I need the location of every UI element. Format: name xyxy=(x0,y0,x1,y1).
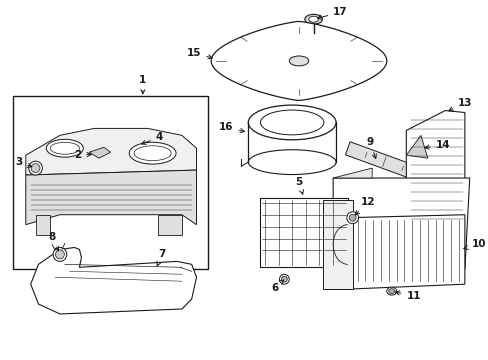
Text: 16: 16 xyxy=(219,122,244,132)
Polygon shape xyxy=(157,215,182,235)
Ellipse shape xyxy=(304,14,322,24)
Ellipse shape xyxy=(53,247,67,261)
Polygon shape xyxy=(36,215,50,235)
Text: 8: 8 xyxy=(48,231,59,251)
Polygon shape xyxy=(89,147,110,158)
Text: 15: 15 xyxy=(186,48,212,59)
Text: 5: 5 xyxy=(295,177,303,194)
Text: 10: 10 xyxy=(463,239,485,249)
Text: 17: 17 xyxy=(317,7,347,19)
Ellipse shape xyxy=(31,164,40,172)
Ellipse shape xyxy=(388,289,394,294)
Polygon shape xyxy=(406,111,464,225)
Polygon shape xyxy=(332,178,469,269)
Polygon shape xyxy=(332,168,371,178)
Ellipse shape xyxy=(248,105,335,140)
Ellipse shape xyxy=(288,56,308,66)
Text: 12: 12 xyxy=(355,197,374,215)
Ellipse shape xyxy=(129,142,176,164)
Ellipse shape xyxy=(134,146,171,161)
Polygon shape xyxy=(406,135,427,158)
Bar xyxy=(13,96,208,269)
Polygon shape xyxy=(323,200,352,289)
Polygon shape xyxy=(26,170,196,225)
Polygon shape xyxy=(211,21,386,100)
Polygon shape xyxy=(347,215,464,289)
Polygon shape xyxy=(260,198,347,267)
Polygon shape xyxy=(345,142,423,181)
Ellipse shape xyxy=(308,16,318,22)
Text: 7: 7 xyxy=(157,249,166,266)
Text: 3: 3 xyxy=(15,157,32,167)
Ellipse shape xyxy=(348,214,355,221)
Text: 6: 6 xyxy=(270,280,283,293)
Text: 11: 11 xyxy=(395,291,420,301)
Ellipse shape xyxy=(46,139,83,157)
Ellipse shape xyxy=(248,150,335,175)
Text: 1: 1 xyxy=(139,75,146,94)
Ellipse shape xyxy=(29,161,42,175)
Text: 9: 9 xyxy=(366,137,376,158)
Text: 14: 14 xyxy=(424,140,449,150)
Ellipse shape xyxy=(279,274,288,284)
Ellipse shape xyxy=(281,276,286,282)
Ellipse shape xyxy=(346,212,358,224)
Ellipse shape xyxy=(50,142,79,154)
Polygon shape xyxy=(31,247,196,314)
Ellipse shape xyxy=(56,250,64,259)
Ellipse shape xyxy=(260,110,323,135)
Text: 4: 4 xyxy=(142,132,163,144)
Text: 2: 2 xyxy=(74,150,91,160)
Ellipse shape xyxy=(386,287,396,295)
Polygon shape xyxy=(26,129,196,175)
Text: 13: 13 xyxy=(448,98,471,111)
